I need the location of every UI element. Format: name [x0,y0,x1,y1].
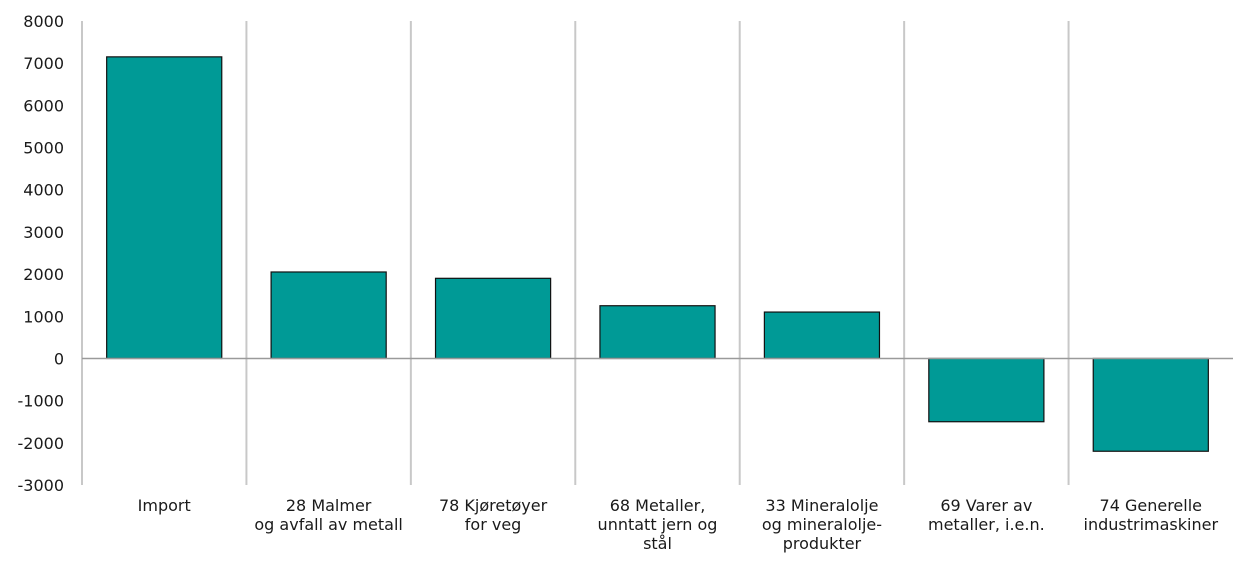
bar-4 [763,311,881,360]
category-label-line: 28 Malmer [286,496,372,515]
category-label-line: 78 Kjøretøyer [439,496,548,515]
bar-5 [928,357,1045,423]
y-tick-label: 5000 [23,139,64,158]
category-label-line: industrimaskiner [1084,515,1219,534]
bar-6 [1092,357,1209,452]
x-category-label-2: 78 Kjøretøyer for veg [439,496,548,534]
grid-lines [81,21,1070,485]
category-label-line: 69 Varer av [940,496,1032,515]
x-category-label-6: 74 Generelle industrimaskiner [1084,496,1219,534]
y-tick-label: -2000 [18,434,65,453]
y-tick-label: -1000 [18,392,65,411]
category-label-line: metaller, i.e.n. [928,515,1045,534]
y-tick-label: 7000 [23,54,64,73]
x-category-label-3: 68 Metaller, unntatt jern og stål [598,496,718,553]
y-tick-label: 6000 [23,96,64,115]
y-axis-tick-labels: 8000 7000 6000 5000 4000 3000 2000 1000 0 -1000 -2… [18,12,65,495]
category-label-line: for veg [465,515,522,534]
y-tick-label: -3000 [18,476,65,495]
y-tick-label: 0 [54,349,64,368]
category-label-line: og avfall av metall [254,515,402,534]
x-axis-category-labels: Import 28 Malmer og avfall av metall 78 Kjø… [138,496,1219,553]
category-label-line: Import [138,496,191,515]
bar-1 [270,271,387,360]
category-label-line: unntatt jern og [598,515,718,534]
bar-2 [434,277,552,360]
y-tick-label: 4000 [23,181,64,200]
category-label-line: produkter [783,534,862,553]
bars [106,56,1209,452]
x-category-label-0: Import [138,496,191,515]
y-tick-label: 3000 [23,223,64,242]
x-category-label-1: 28 Malmer og avfall av metall [254,496,402,534]
bar-3 [599,305,716,360]
category-label-line: stål [643,534,672,553]
x-category-label-4: 33 Mineralolje og mineralolje-produkter [762,496,882,553]
y-tick-label: 1000 [23,307,64,326]
y-tick-label: 2000 [23,265,64,284]
y-tick-label: 8000 [23,12,64,31]
category-label-line: og mineralolje- [762,515,882,534]
category-label-line: 74 Generelle [1100,496,1202,515]
category-label-line: 33 Mineralolje [765,496,878,515]
x-category-label-5: 69 Varer av metaller, i.e.n. [928,496,1045,534]
bar-0 [106,56,223,360]
category-label-line: 68 Metaller, [610,496,706,515]
